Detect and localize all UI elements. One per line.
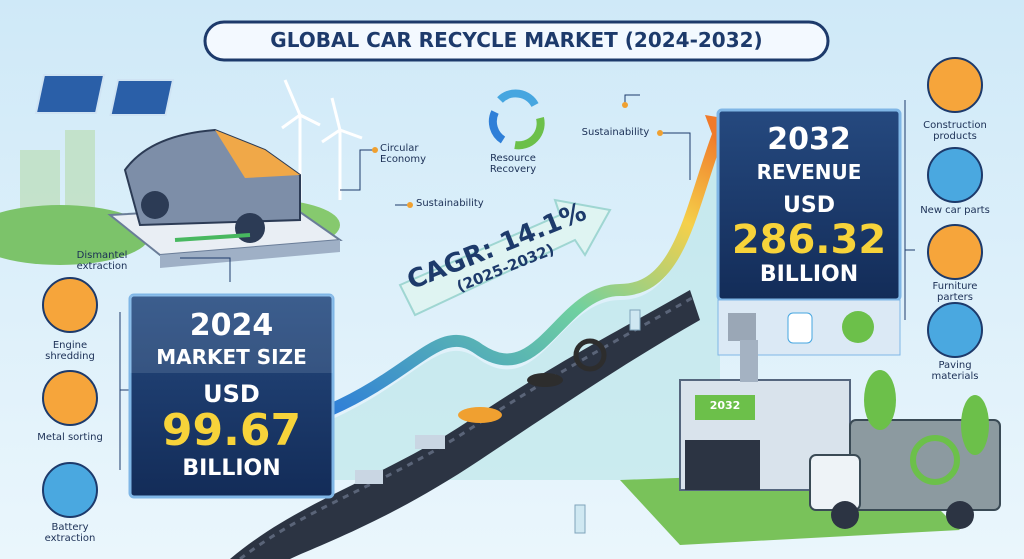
revenue-currency: USD <box>783 193 835 218</box>
revenue-value: 286.32 <box>731 217 887 263</box>
market-currency: USD <box>203 380 260 408</box>
revenue-unit: BILLION <box>759 262 859 287</box>
output-label: Paving materials <box>931 360 979 382</box>
concept-label: Sustainability <box>581 127 650 138</box>
market-label: MARKET SIZE <box>156 345 307 369</box>
market-unit: BILLION <box>182 456 281 481</box>
process-label: Engine shredding <box>45 340 95 362</box>
revenue-label: REVENUE <box>756 160 862 184</box>
concept-label: Sustainability <box>416 198 484 209</box>
title: GLOBAL CAR RECYCLE MARKET (2024-2032) <box>270 28 763 52</box>
concept-label: Resource Recovery <box>489 153 537 175</box>
market-value: 99.67 <box>161 405 302 456</box>
process-label: Metal sorting <box>37 432 103 443</box>
output-label: Furniture parters <box>932 281 978 303</box>
output-label: New car parts <box>920 205 990 216</box>
output-label: Construction products <box>923 120 987 142</box>
market-year: 2024 <box>189 308 274 343</box>
factory-sign: 2032 <box>709 399 741 412</box>
revenue-year: 2032 <box>767 122 851 157</box>
dismantle-label: Dismantel extraction <box>76 250 128 272</box>
process-label: Battery extraction <box>44 522 96 544</box>
concept-label: Circular Economy <box>380 143 427 165</box>
